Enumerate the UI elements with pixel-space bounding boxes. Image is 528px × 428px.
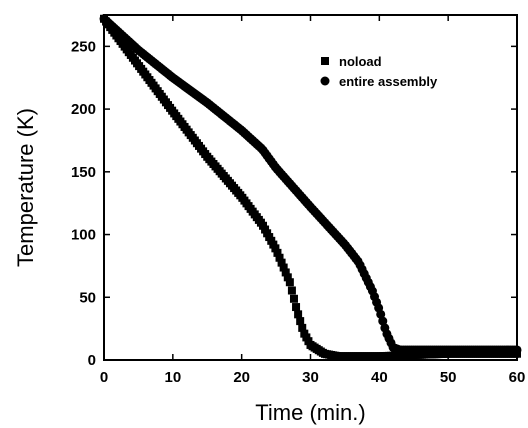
x-tick-label: 60 <box>509 369 526 386</box>
legend-marker-entire-assembly <box>320 76 330 86</box>
data-point-noload <box>283 273 292 282</box>
data-point-entire-assembly <box>378 316 388 326</box>
y-axis-title: Temperature (K) <box>13 108 38 267</box>
data-point-entire-assembly <box>376 309 386 319</box>
data-point-noload <box>285 278 294 287</box>
y-tick-label: 200 <box>71 101 96 118</box>
y-tick-label: 100 <box>71 227 96 244</box>
x-tick-label: 10 <box>164 369 181 386</box>
y-tick-label: 250 <box>71 38 96 55</box>
x-tick-label: 40 <box>371 369 388 386</box>
data-point-noload <box>271 244 280 253</box>
x-tick-label: 0 <box>100 369 108 386</box>
legend-label-entire-assembly: entire assembly <box>339 74 438 89</box>
data-point-noload <box>273 248 282 257</box>
y-tick-label: 50 <box>79 289 96 306</box>
data-point-noload <box>292 303 301 312</box>
data-point-noload <box>298 323 307 332</box>
series-layer <box>99 14 522 361</box>
ticks-layer: 0 10 20 30 40 50 60 0 50 100 150 200 250 <box>71 15 525 386</box>
data-point-noload <box>294 310 303 319</box>
series-entire-assembly <box>99 14 522 355</box>
data-point-noload <box>296 317 305 326</box>
data-point-noload <box>277 258 286 267</box>
y-tick-label: 0 <box>88 352 96 369</box>
x-tick-label: 30 <box>302 369 319 386</box>
data-point-noload <box>287 286 296 295</box>
legend: noload entire assembly <box>320 54 438 89</box>
legend-marker-noload <box>321 57 329 65</box>
legend-label-noload: noload <box>339 54 382 69</box>
x-tick-label: 50 <box>440 369 457 386</box>
x-tick-label: 20 <box>233 369 250 386</box>
data-point-noload <box>275 253 284 262</box>
data-point-noload <box>279 263 288 272</box>
data-point-noload <box>281 268 290 277</box>
y-tick-label: 150 <box>71 164 96 181</box>
data-point-noload <box>289 294 298 303</box>
x-axis-title: Time (min.) <box>255 400 365 425</box>
